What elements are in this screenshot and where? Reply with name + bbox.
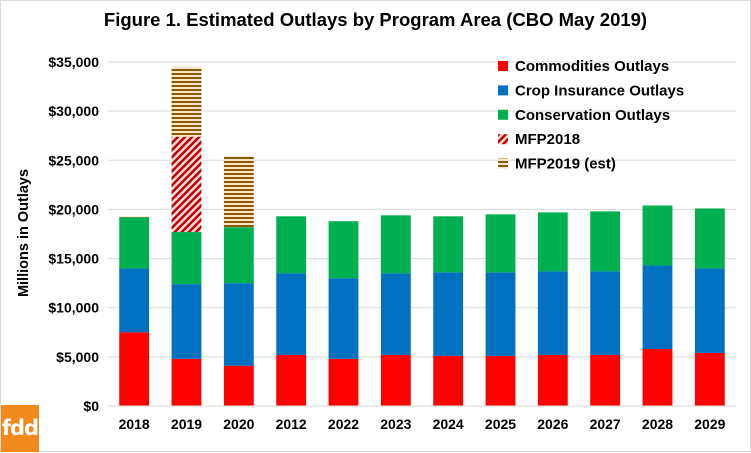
y-tick-label: $15,000: [48, 251, 99, 267]
bar-segment-commodities-outlays: [380, 354, 411, 406]
x-tick-label: 2027: [590, 416, 621, 432]
x-tick-label: 2012: [276, 416, 307, 432]
y-tick-label: $35,000: [48, 54, 99, 70]
x-tick-label: 2024: [433, 416, 464, 432]
chart-title: Figure 1. Estimated Outlays by Program A…: [103, 9, 648, 30]
bar-segment-conservation-outlays: [276, 216, 307, 274]
y-tick-label: $20,000: [48, 201, 99, 217]
legend-swatch: [498, 61, 508, 71]
x-tick-label: 2022: [328, 416, 359, 432]
bar-segment-crop-insurance-outlays: [485, 272, 516, 356]
bar-segment-mfp2019-est: [119, 216, 150, 218]
bar-segment-conservation-outlays: [380, 215, 411, 274]
bar-segment-commodities-outlays: [119, 332, 150, 406]
bar-segment-crop-insurance-outlays: [223, 283, 254, 366]
bar-segment-commodities-outlays: [328, 358, 359, 406]
legend-swatch: [498, 85, 508, 96]
bar-segment-commodities-outlays: [171, 358, 202, 406]
bar-segment-crop-insurance-outlays: [276, 273, 307, 355]
bars: [119, 66, 725, 406]
bar-segment-crop-insurance-outlays: [328, 278, 359, 359]
y-axis-label: Millions in Outlays: [16, 169, 32, 297]
x-tick-label: 2025: [485, 416, 516, 432]
bar-segment-commodities-outlays: [642, 348, 673, 406]
bar-segment-conservation-outlays: [590, 211, 621, 272]
bar-segment-mfp2018: [171, 136, 202, 233]
legend: Commodities Outlays Crop Insurance Outlay…: [498, 58, 684, 173]
bar-segment-commodities-outlays: [433, 355, 464, 406]
y-tick-label: $0: [83, 398, 99, 414]
bar-segment-crop-insurance-outlays: [590, 271, 621, 355]
fdd-logo: fdd: [1, 405, 39, 452]
bar-segment-crop-insurance-outlays: [537, 271, 568, 355]
bar-segment-commodities-outlays: [694, 352, 725, 406]
y-tick-label: $25,000: [48, 152, 99, 168]
bar-segment-crop-insurance-outlays: [119, 268, 150, 333]
y-tick-label: $30,000: [48, 103, 99, 119]
gridlines: [108, 61, 736, 358]
legend-label: Commodities Outlays: [515, 58, 669, 75]
bar-segment-crop-insurance-outlays: [694, 268, 725, 353]
legend-swatch: [498, 158, 508, 169]
legend-swatch: [498, 134, 508, 145]
x-tick-label: 2020: [223, 416, 254, 432]
bar-segment-conservation-outlays: [171, 232, 202, 285]
x-tick-label: 2018: [119, 416, 150, 432]
bar-segment-commodities-outlays: [537, 354, 568, 406]
legend-label: Crop Insurance Outlays: [515, 82, 684, 99]
bar-segment-conservation-outlays: [642, 205, 673, 266]
bar-segment-conservation-outlays: [537, 212, 568, 272]
bar-segment-crop-insurance-outlays: [171, 284, 202, 359]
legend-label: MFP2019 (est): [515, 156, 616, 173]
y-tick-label: $5,000: [56, 349, 99, 365]
bar-segment-conservation-outlays: [328, 221, 359, 279]
legend-label: MFP2018: [515, 131, 580, 148]
bar-segment-crop-insurance-outlays: [380, 273, 411, 355]
bar-segment-mfp2019-est: [223, 156, 254, 228]
bar-segment-conservation-outlays: [223, 227, 254, 284]
x-tick-label: 2026: [537, 416, 568, 432]
bar-segment-commodities-outlays: [590, 354, 621, 406]
bar-segment-conservation-outlays: [485, 214, 516, 273]
bar-segment-crop-insurance-outlays: [433, 272, 464, 356]
axes: $0 $5,000 $10,000 $15,000 $20,000 $25,000 $30,…: [48, 54, 736, 432]
bar-segment-mfp2019-est: [171, 66, 202, 137]
y-tick-label: $10,000: [48, 300, 99, 316]
bar-segment-crop-insurance-outlays: [642, 265, 673, 349]
bar-segment-conservation-outlays: [694, 208, 725, 269]
x-tick-label: 2019: [171, 416, 202, 432]
legend-swatch: [498, 109, 508, 120]
bar-segment-commodities-outlays: [276, 354, 307, 406]
legend-label: Conservation Outlays: [515, 107, 670, 124]
x-tick-label: 2029: [694, 416, 725, 432]
bar-segment-conservation-outlays: [119, 217, 150, 269]
bar-segment-commodities-outlays: [223, 365, 254, 406]
bar-segment-conservation-outlays: [433, 216, 464, 273]
x-tick-label: 2028: [642, 416, 673, 432]
x-tick-label: 2023: [380, 416, 411, 432]
bar-segment-commodities-outlays: [485, 355, 516, 406]
